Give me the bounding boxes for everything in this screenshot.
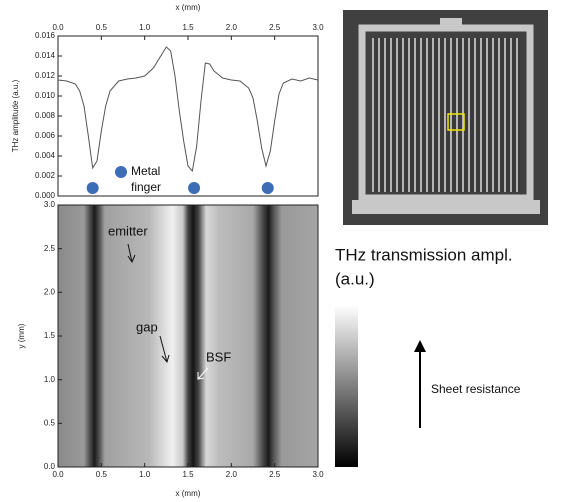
x-tick-label: 3.0	[312, 470, 324, 479]
colorbar	[335, 305, 358, 467]
colorbar-label: (a.u.)	[335, 269, 375, 288]
x-tick-label: 1.5	[182, 23, 194, 32]
x-tick-label: 3.0	[312, 23, 324, 32]
x-tick-label: 1.0	[139, 470, 151, 479]
y-tick-label: 0.006	[35, 131, 56, 140]
map-image	[58, 205, 318, 467]
marker	[261, 182, 274, 194]
annotation-arrows	[127, 243, 209, 380]
plot-frame	[57, 35, 319, 197]
y-tick-label: 0.012	[35, 71, 56, 80]
x-tick-label: 0.0	[52, 470, 64, 479]
device-photo	[343, 10, 548, 225]
y-tick-label: 3.0	[44, 200, 56, 209]
marker	[86, 182, 99, 194]
x-tick-label: 0.5	[96, 470, 108, 479]
y-tick-label: 0.5	[44, 418, 56, 427]
y-axis-label: y (mm)	[17, 323, 26, 348]
x-tick-label: 0.5	[96, 23, 108, 32]
x-tick-label: 2.0	[226, 470, 238, 479]
x-tick-label: 2.5	[269, 470, 281, 479]
x-tick-label: 2.0	[226, 23, 238, 32]
arrow-label: Sheet resistance	[431, 382, 521, 396]
x-axis-label: x (mm)	[176, 3, 201, 12]
x-tick-label: 2.5	[269, 23, 281, 32]
x-tick-label: 0.0	[52, 23, 64, 32]
y-tick-label: 0.004	[35, 151, 56, 160]
y-tick-label: 2.5	[44, 244, 56, 253]
x-axis-label: x (mm)	[176, 489, 201, 498]
annotation: BSF	[206, 349, 231, 364]
annotation: Metal	[131, 164, 160, 178]
y-tick-label: 0.010	[35, 91, 56, 100]
y-tick-label: 0.008	[35, 111, 56, 120]
x-tick-label: 1.0	[139, 23, 151, 32]
y-tick-label: 0.016	[35, 31, 56, 40]
y-tick-label: 2.0	[44, 287, 56, 296]
marker-legend	[115, 166, 127, 178]
annotation: gap	[136, 319, 158, 334]
y-tick-label: 1.0	[44, 375, 56, 384]
y-tick-label: 0.002	[35, 171, 56, 180]
annotation: emitter	[108, 223, 148, 238]
colorbar-label: THz transmission ampl.	[335, 245, 513, 264]
y-axis-label: THz amplitude (a.u.)	[11, 79, 20, 152]
marker	[188, 182, 201, 194]
annotation: finger	[131, 180, 161, 194]
y-tick-label: 1.5	[44, 331, 56, 340]
arrow	[414, 340, 426, 428]
x-tick-label: 1.5	[182, 470, 194, 479]
y-tick-label: 0.000	[35, 191, 56, 200]
data-line	[57, 46, 319, 173]
y-tick-label: 0.014	[35, 51, 56, 60]
y-tick-label: 0.0	[44, 462, 56, 471]
